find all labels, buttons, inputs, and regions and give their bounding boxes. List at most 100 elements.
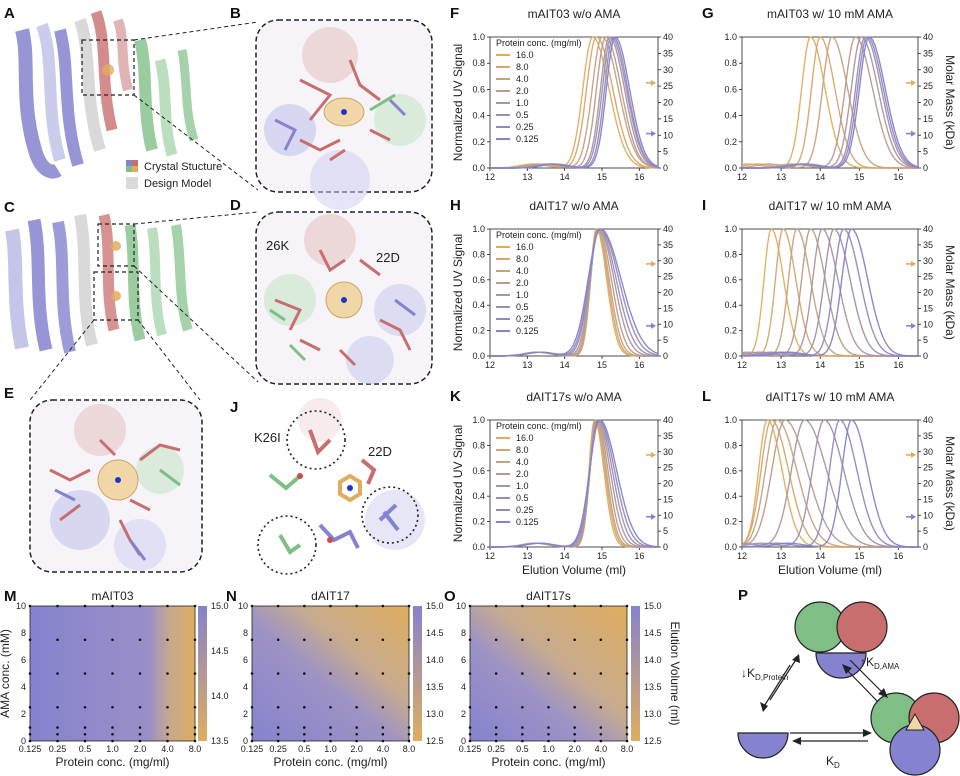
x-tick-label: 12: [737, 551, 747, 561]
legend-item: 4.0: [516, 74, 529, 84]
sample-point: [355, 732, 358, 736]
x-tick-label: 13: [522, 360, 532, 370]
sample-point: [573, 604, 576, 608]
trace-F-2: [490, 36, 658, 169]
y-tick-label: 1.0: [472, 415, 485, 425]
sample-point: [494, 638, 498, 642]
chart-G-y2label: Molar Mass (kDa): [943, 55, 957, 150]
y-tick-label: 10: [238, 601, 248, 611]
residue-label-K26I: K26I: [254, 430, 281, 445]
sample-point: [381, 726, 385, 729]
x-tick-label: 4.0: [377, 744, 390, 754]
x-tick-label: 12: [485, 172, 495, 182]
sample-point: [250, 705, 254, 709]
y2-tick-label: 15: [923, 114, 933, 124]
sample-point: [625, 739, 629, 743]
molar-mass-arrowhead: [651, 130, 656, 137]
y2-tick-label: 10: [663, 319, 673, 329]
sample-point: [166, 638, 169, 642]
sample-point: [193, 705, 197, 709]
trace-G-7: [742, 36, 919, 169]
protein-structure-C: [5, 213, 193, 354]
x-tick-label: 16: [893, 172, 903, 182]
x-tick-label: 13: [522, 551, 532, 561]
binding-site-B: [264, 27, 426, 210]
sample-point: [329, 638, 332, 642]
sample-point: [111, 732, 114, 736]
chart-G-title: mAIT03 w/ 10 mM AMA: [767, 7, 893, 21]
sample-point: [625, 638, 629, 642]
trace-L-7: [741, 419, 918, 548]
molar-mass-arrowhead: [911, 451, 916, 458]
sample-point: [407, 705, 411, 709]
y2-tick-label: 10: [663, 130, 673, 140]
sample-point: [547, 672, 550, 675]
sample-point: [381, 638, 385, 642]
x-tick-label: 15: [597, 360, 607, 370]
sample-point: [166, 732, 169, 736]
x-tick-label: 14: [815, 551, 825, 561]
sample-point: [521, 732, 524, 736]
scheme-monomer: [737, 732, 789, 759]
y-tick-label: 0: [461, 736, 466, 746]
sample-point: [138, 732, 142, 736]
chart-L-xlabel: Elution Volume (ml): [778, 563, 882, 577]
sample-point: [494, 739, 498, 743]
heatmap-M-title: mAIT03: [91, 589, 133, 603]
chart-K-ylabel: Normalized UV Signal: [451, 425, 465, 542]
sample-point: [381, 739, 385, 743]
x-tick-label: 12: [485, 551, 495, 561]
y2-tick-label: 0: [663, 351, 668, 361]
sample-point: [468, 705, 472, 709]
y-tick-label: 0: [243, 736, 248, 746]
sample-point: [625, 672, 629, 675]
legend-item: 0.25: [516, 314, 534, 324]
sample-point: [355, 705, 358, 709]
y2-tick-label: 0: [923, 163, 928, 173]
sample-point: [521, 672, 524, 675]
y2-tick-label: 5: [663, 335, 668, 345]
sample-point: [625, 705, 629, 709]
sample-point: [276, 604, 280, 608]
y2-tick-label: 30: [923, 256, 933, 266]
molar-mass-arrowhead: [651, 79, 656, 86]
trace-G-4: [742, 36, 918, 169]
panel-A-label: A: [4, 5, 15, 22]
trace-G-5: [742, 36, 919, 169]
sample-point: [166, 672, 169, 675]
sample-point: [625, 726, 629, 729]
y2-tick-label: 5: [923, 147, 928, 157]
chart-G-frame: [741, 36, 919, 169]
binding-site-J: [257, 398, 425, 575]
sample-point: [468, 726, 472, 729]
sample-point: [83, 705, 87, 709]
y2-tick-label: 25: [923, 463, 933, 473]
sample-point: [468, 604, 472, 608]
trace-F-8: [490, 36, 659, 169]
residue-label-22D: 22D: [376, 250, 400, 265]
x-tick-label: 2.0: [350, 744, 363, 754]
panel-H-label: H: [450, 197, 461, 214]
trace-I-2: [741, 228, 918, 357]
y-tick-label: 0.0: [724, 351, 737, 361]
sample-point: [329, 672, 332, 675]
colorbar-tick-label: 15.0: [211, 601, 229, 611]
y-tick-label: 0.0: [472, 542, 485, 552]
y-tick-label: 0.6: [472, 275, 485, 285]
sample-point: [276, 732, 280, 736]
x-tick-label: 4.0: [595, 744, 608, 754]
y-tick-label: 0.4: [472, 111, 485, 121]
y-tick-label: 4: [21, 682, 26, 692]
y-tick-label: 0.0: [724, 542, 737, 552]
y-tick-label: 0.8: [472, 249, 485, 259]
y2-tick-label: 5: [663, 147, 668, 157]
y2-tick-label: 40: [663, 224, 673, 234]
y2-tick-label: 10: [923, 130, 933, 140]
sample-point: [521, 739, 524, 743]
sample-point: [494, 705, 498, 709]
y2-tick-label: 10: [663, 510, 673, 520]
